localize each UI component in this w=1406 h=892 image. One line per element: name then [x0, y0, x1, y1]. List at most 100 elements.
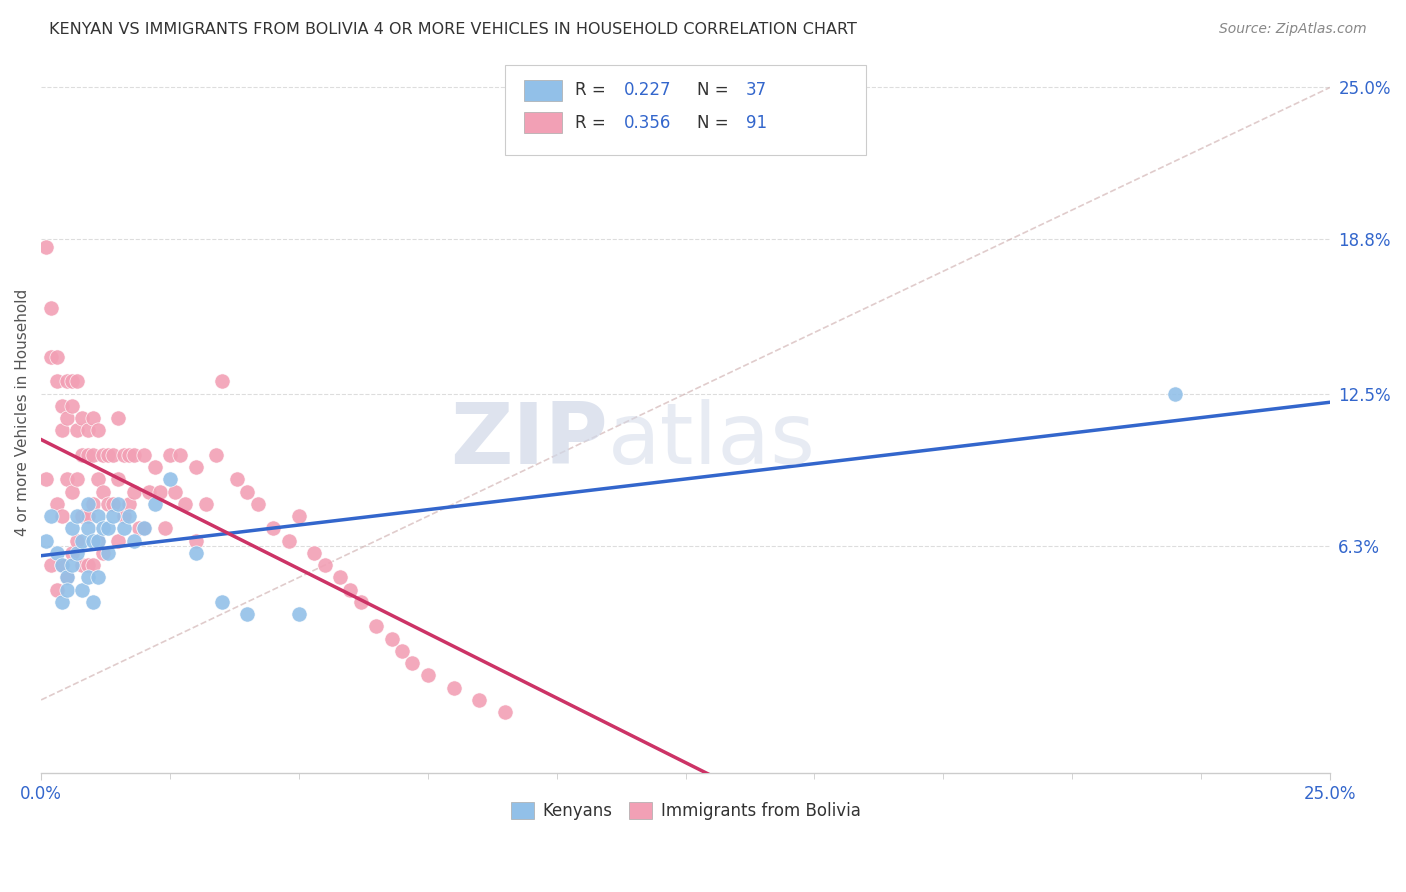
Point	[159, 472, 181, 486]
Point	[91, 521, 114, 535]
Point	[82, 533, 104, 548]
Point	[56, 570, 79, 584]
Point	[236, 607, 259, 622]
Point	[118, 509, 141, 524]
Point	[72, 558, 94, 573]
Point	[91, 546, 114, 560]
Point	[45, 497, 67, 511]
Point	[35, 240, 58, 254]
Point	[56, 375, 79, 389]
Point	[468, 693, 491, 707]
Text: 0.227: 0.227	[624, 81, 671, 99]
Point	[112, 521, 135, 535]
Point	[56, 582, 79, 597]
Text: 37: 37	[747, 81, 768, 99]
Point	[236, 484, 259, 499]
Point	[41, 509, 63, 524]
Point	[103, 497, 125, 511]
Text: ZIP: ZIP	[450, 400, 609, 483]
Point	[51, 558, 73, 573]
Point	[339, 582, 361, 597]
Point	[35, 533, 58, 548]
Point	[72, 411, 94, 425]
Point	[60, 399, 83, 413]
Point	[107, 472, 129, 486]
Point	[51, 424, 73, 438]
Point	[128, 521, 150, 535]
Point	[381, 632, 404, 646]
Point	[184, 533, 207, 548]
Point	[66, 533, 89, 548]
Point	[87, 570, 110, 584]
Y-axis label: 4 or more Vehicles in Household: 4 or more Vehicles in Household	[15, 288, 30, 536]
Point	[138, 484, 160, 499]
Point	[76, 424, 98, 438]
Point	[51, 558, 73, 573]
Point	[329, 570, 352, 584]
Point	[122, 484, 145, 499]
Point	[76, 448, 98, 462]
Text: 91: 91	[747, 114, 768, 132]
Point	[66, 546, 89, 560]
Point	[87, 533, 110, 548]
Point	[277, 533, 299, 548]
Point	[205, 448, 228, 462]
Legend: Kenyans, Immigrants from Bolivia: Kenyans, Immigrants from Bolivia	[503, 795, 868, 827]
Point	[288, 509, 311, 524]
Text: N =: N =	[697, 81, 734, 99]
Point	[45, 350, 67, 364]
Point	[60, 375, 83, 389]
Point	[41, 350, 63, 364]
Text: atlas: atlas	[609, 400, 817, 483]
Point	[159, 448, 181, 462]
Point	[82, 558, 104, 573]
Point	[51, 595, 73, 609]
Point	[76, 497, 98, 511]
FancyBboxPatch shape	[524, 80, 562, 101]
Point	[45, 582, 67, 597]
Point	[76, 521, 98, 535]
Point	[60, 521, 83, 535]
Point	[87, 533, 110, 548]
Text: 0.356: 0.356	[624, 114, 671, 132]
Point	[60, 558, 83, 573]
Text: N =: N =	[697, 114, 734, 132]
FancyBboxPatch shape	[505, 65, 866, 155]
Point	[103, 509, 125, 524]
Point	[169, 448, 191, 462]
Point	[66, 472, 89, 486]
Point	[165, 484, 187, 499]
Point	[97, 497, 120, 511]
FancyBboxPatch shape	[524, 112, 562, 134]
Point	[211, 375, 233, 389]
Point	[82, 411, 104, 425]
Point	[226, 472, 249, 486]
Point	[56, 411, 79, 425]
Point	[76, 558, 98, 573]
Point	[122, 533, 145, 548]
Point	[107, 411, 129, 425]
Point	[60, 484, 83, 499]
Point	[401, 656, 423, 670]
Point	[134, 521, 156, 535]
Point	[82, 448, 104, 462]
Point	[314, 558, 336, 573]
Point	[118, 448, 141, 462]
Text: Source: ZipAtlas.com: Source: ZipAtlas.com	[1219, 22, 1367, 37]
Point	[107, 533, 129, 548]
Point	[87, 509, 110, 524]
Point	[87, 472, 110, 486]
Point	[66, 424, 89, 438]
Point	[118, 497, 141, 511]
Point	[72, 582, 94, 597]
Point	[97, 448, 120, 462]
Point	[366, 619, 388, 633]
Point	[122, 448, 145, 462]
Point	[51, 509, 73, 524]
Point	[391, 644, 413, 658]
Point	[103, 448, 125, 462]
Point	[149, 484, 172, 499]
Point	[66, 375, 89, 389]
Point	[76, 509, 98, 524]
Point	[66, 509, 89, 524]
